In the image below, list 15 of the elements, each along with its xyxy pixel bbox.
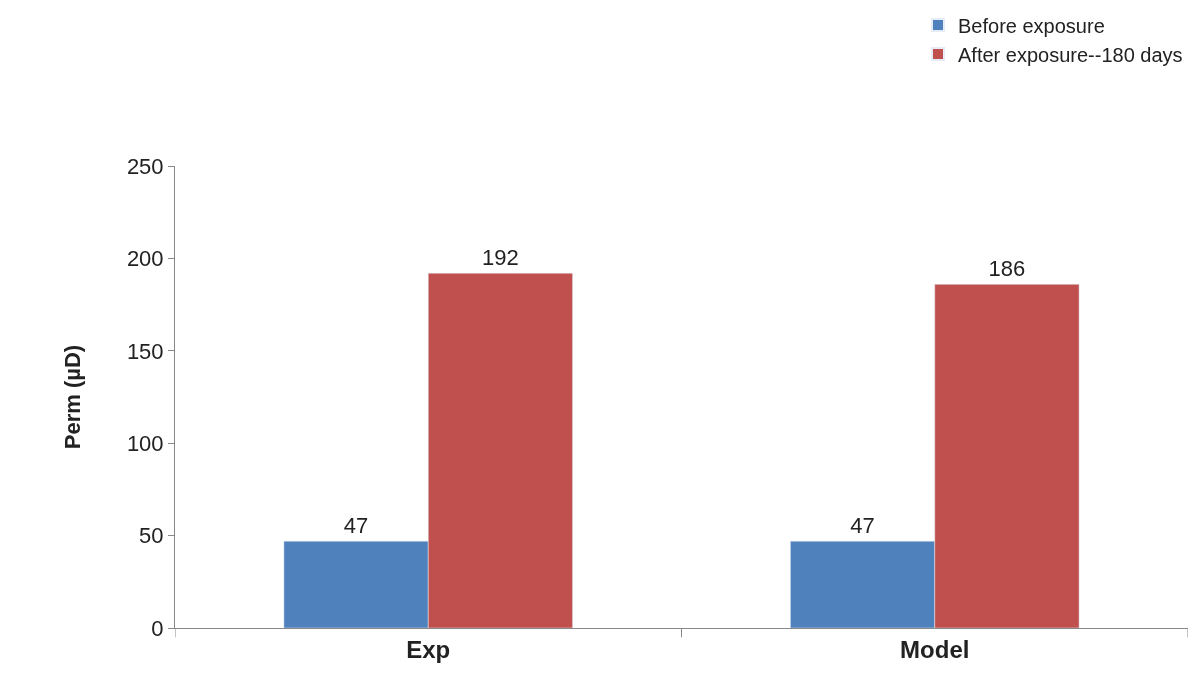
y-tick-label: 150 [126, 338, 164, 364]
x-tick-label: Exp [406, 635, 451, 663]
y-tick-label: 200 [126, 246, 164, 272]
y-tick-label: 100 [126, 430, 164, 456]
legend-label: Before exposure [958, 14, 1105, 37]
y-tick-label: 50 [139, 523, 164, 549]
data-label: 47 [343, 513, 369, 539]
data-label: 47 [850, 513, 875, 539]
legend-label: After exposure--180 days [958, 43, 1183, 66]
data-label: 192 [482, 245, 519, 271]
y-tick-label: 250 [126, 153, 164, 179]
x-tick-label: Model [900, 635, 970, 663]
y-tick-label: 0 [151, 615, 164, 641]
y-axis-title: Perm (µD) [59, 344, 85, 450]
data-label: 186 [988, 256, 1026, 282]
